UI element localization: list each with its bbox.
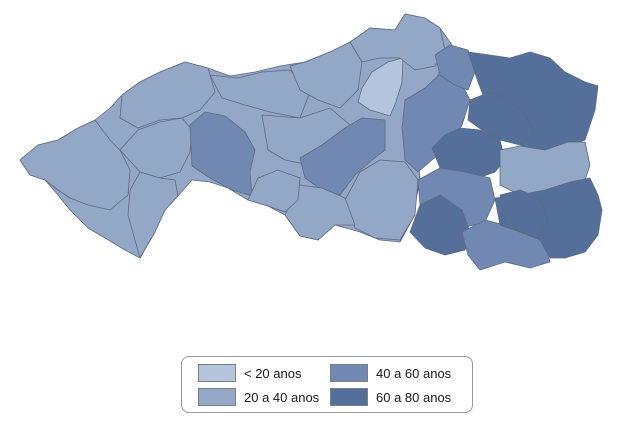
- map-legend: < 20 anos 20 a 40 anos 40 a 60 anos 60 a…: [181, 356, 473, 413]
- region-west-lower: [127, 171, 179, 259]
- choropleth-map: [19, 13, 603, 271]
- region-north-pale: [357, 57, 404, 117]
- region-lower-west: [247, 169, 301, 213]
- region-far-west: [19, 119, 131, 211]
- legend-item-20-40: 20 a 40 anos: [198, 387, 319, 407]
- legend-label: < 20 anos: [244, 365, 302, 381]
- legend-swatch: [330, 364, 368, 382]
- legend-swatch: [330, 388, 368, 406]
- legend-item-40-60: 40 a 60 anos: [330, 363, 451, 383]
- legend-label: 20 a 40 anos: [244, 389, 320, 405]
- legend-swatch: [198, 388, 236, 406]
- legend-item-under-20: < 20 anos: [198, 363, 301, 383]
- region-mid-west: [189, 111, 256, 197]
- legend-label: 60 a 80 anos: [376, 389, 452, 405]
- legend-label: 40 a 60 anos: [376, 365, 452, 381]
- region-north-west-central: [289, 41, 363, 109]
- region-south-central: [344, 159, 419, 241]
- region-west-north: [119, 61, 216, 129]
- region-south-mid-dark: [499, 189, 549, 239]
- region-east-upper: [434, 44, 476, 91]
- legend-item-60-80: 60 a 80 anos: [330, 387, 451, 407]
- region-north-central: [209, 69, 311, 119]
- region-north-east-mid-dark: [467, 91, 536, 146]
- region-lower-center: [284, 184, 356, 241]
- legend-swatch: [198, 364, 236, 382]
